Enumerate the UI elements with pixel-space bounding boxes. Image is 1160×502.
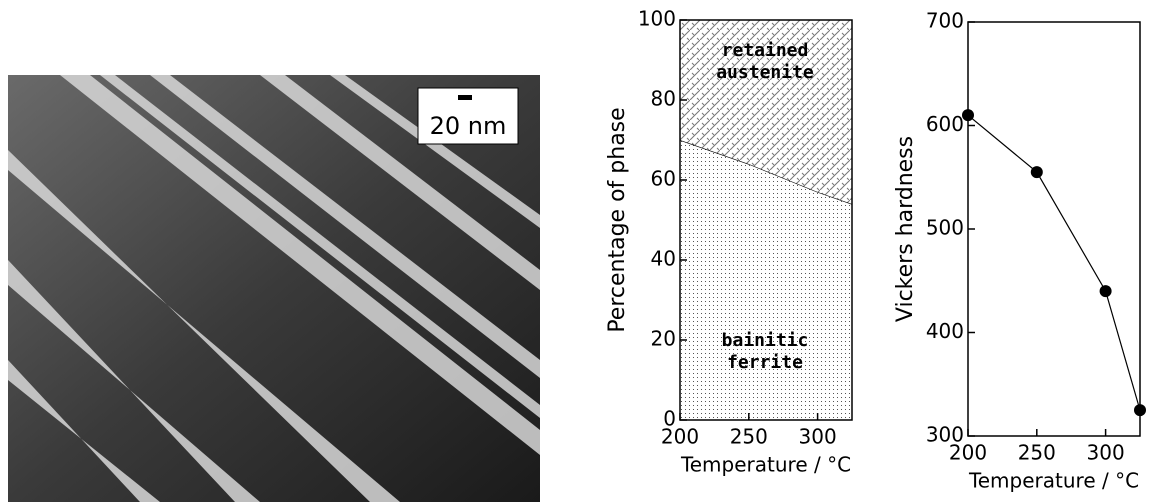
x-axis-label: Temperature / °C: [680, 453, 851, 477]
page: 20 nm 020406080100200250300Temperature /…: [0, 0, 1160, 502]
series-label: bainitic ferrite: [700, 330, 830, 374]
x-tick-label: 250: [1018, 441, 1056, 465]
x-tick-label: 200: [661, 425, 699, 449]
plot-frame: [968, 22, 1140, 436]
x-tick-label: 300: [799, 425, 837, 449]
scale-bar-label: 20 nm: [430, 112, 507, 140]
y-tick-label: 80: [651, 87, 676, 111]
x-tick-label: 250: [730, 425, 768, 449]
series-label: retained austenite: [700, 40, 830, 84]
figure: 20 nm 020406080100200250300Temperature /…: [0, 0, 1160, 502]
y-tick-label: 60: [651, 167, 676, 191]
line: [968, 115, 1140, 410]
point: [1100, 285, 1112, 297]
y-tick-label: 40: [651, 247, 676, 271]
x-axis-label: Temperature / °C: [968, 469, 1139, 493]
y-tick-label: 500: [926, 216, 964, 240]
y-axis-label: Percentage of phase: [605, 107, 630, 332]
y-tick-label: 100: [638, 7, 676, 31]
y-tick-label: 20: [651, 327, 676, 351]
x-tick-label: 200: [949, 441, 987, 465]
y-tick-label: 600: [926, 112, 964, 136]
point: [1031, 166, 1043, 178]
x-tick-label: 300: [1087, 441, 1125, 465]
y-tick-label: 400: [926, 319, 964, 343]
y-tick-label: 700: [926, 9, 964, 33]
y-axis-label: Vickers hardness: [893, 136, 918, 322]
micrograph: 20 nm: [8, 75, 540, 502]
